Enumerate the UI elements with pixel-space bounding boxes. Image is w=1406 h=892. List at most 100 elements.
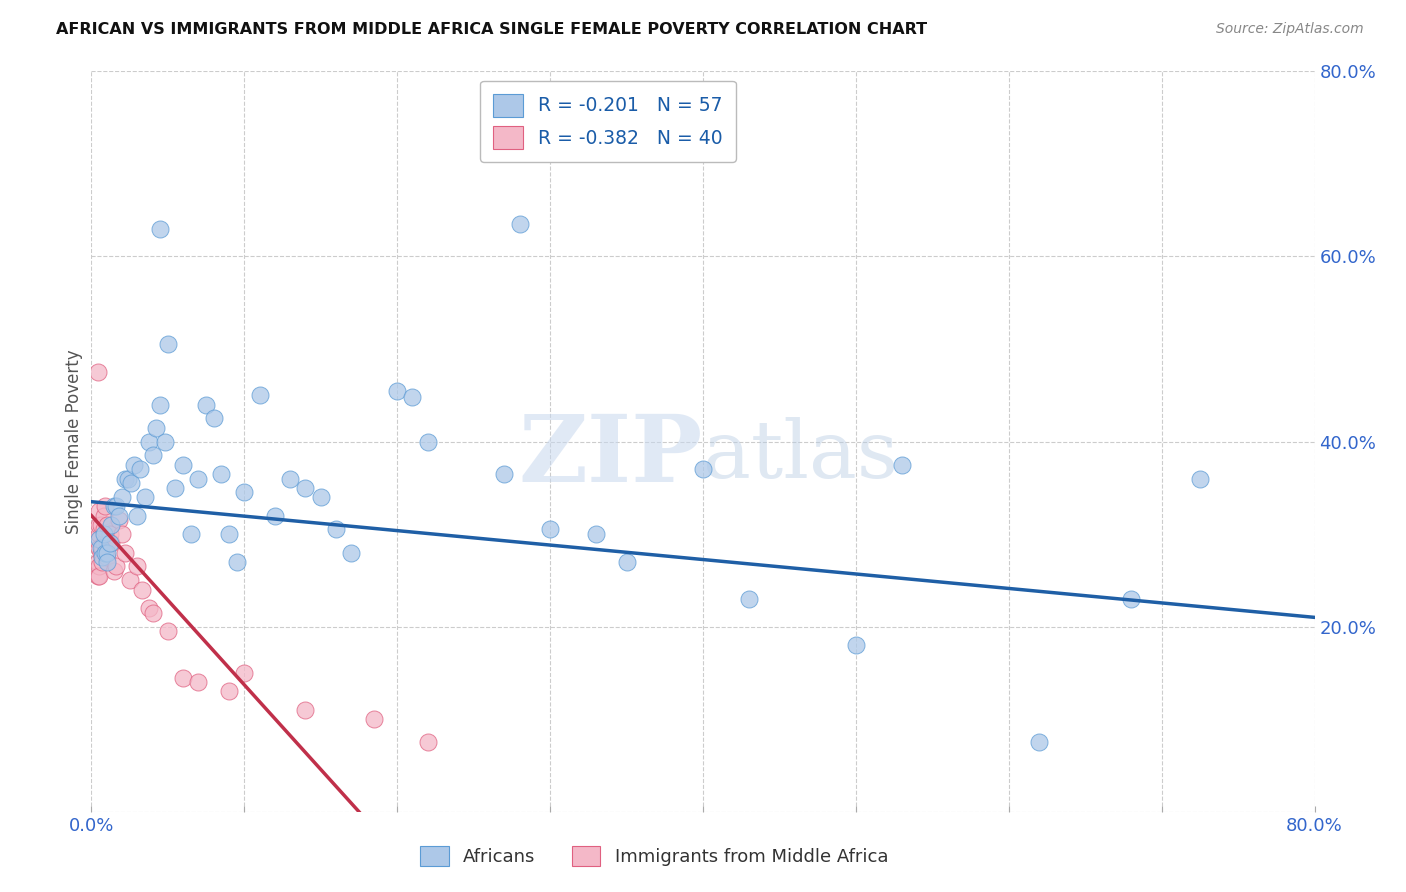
Point bbox=[416, 434, 439, 449]
Point bbox=[114, 545, 136, 560]
Text: AFRICAN VS IMMIGRANTS FROM MIDDLE AFRICA SINGLE FEMALE POVERTY CORRELATION CHART: AFRICAN VS IMMIGRANTS FROM MIDDLE AFRICA… bbox=[56, 22, 928, 37]
Point bbox=[172, 671, 194, 685]
Point bbox=[103, 500, 125, 514]
Point bbox=[233, 485, 256, 500]
Point bbox=[845, 638, 868, 652]
Point bbox=[141, 449, 163, 463]
Point bbox=[86, 568, 108, 582]
Text: ZIP: ZIP bbox=[519, 411, 703, 501]
Point bbox=[138, 601, 160, 615]
Point bbox=[585, 527, 607, 541]
Point bbox=[91, 550, 114, 565]
Point bbox=[692, 462, 714, 476]
Point bbox=[1028, 735, 1050, 749]
Y-axis label: Single Female Poverty: Single Female Poverty bbox=[65, 350, 83, 533]
Point bbox=[1188, 471, 1211, 485]
Point bbox=[86, 365, 108, 379]
Point bbox=[509, 217, 531, 231]
Point bbox=[294, 481, 316, 495]
Point bbox=[218, 684, 240, 698]
Point bbox=[117, 471, 139, 485]
Point bbox=[93, 536, 115, 550]
Point bbox=[87, 504, 110, 518]
Point bbox=[98, 536, 121, 550]
Point bbox=[91, 541, 114, 555]
Point bbox=[100, 517, 122, 532]
Point bbox=[165, 481, 187, 495]
Point bbox=[138, 434, 160, 449]
Point bbox=[91, 555, 114, 569]
Point bbox=[93, 527, 115, 541]
Point bbox=[616, 555, 638, 569]
Point bbox=[141, 606, 163, 620]
Point bbox=[209, 467, 232, 481]
Point bbox=[93, 523, 115, 537]
Point bbox=[114, 471, 136, 485]
Point bbox=[249, 388, 271, 402]
Point bbox=[111, 527, 134, 541]
Text: atlas: atlas bbox=[703, 417, 898, 495]
Point bbox=[738, 591, 761, 606]
Point bbox=[385, 384, 409, 398]
Point bbox=[96, 555, 118, 569]
Point bbox=[96, 545, 118, 560]
Point bbox=[494, 467, 516, 481]
Point bbox=[401, 390, 423, 404]
Point bbox=[90, 545, 112, 560]
Point bbox=[416, 735, 439, 749]
Point bbox=[108, 508, 131, 523]
Point bbox=[134, 490, 156, 504]
Point bbox=[180, 527, 202, 541]
Point bbox=[104, 559, 127, 574]
Point bbox=[225, 555, 247, 569]
Point bbox=[233, 665, 256, 680]
Point bbox=[90, 517, 112, 532]
Point bbox=[86, 555, 108, 569]
Point bbox=[129, 462, 152, 476]
Point bbox=[309, 490, 332, 504]
Point bbox=[96, 517, 118, 532]
Point bbox=[127, 559, 149, 574]
Point bbox=[118, 574, 141, 588]
Point bbox=[538, 523, 561, 537]
Point bbox=[202, 411, 225, 425]
Point bbox=[145, 420, 167, 434]
Point bbox=[363, 712, 385, 726]
Point bbox=[96, 550, 118, 565]
Point bbox=[94, 545, 117, 560]
Point bbox=[156, 337, 179, 351]
Point bbox=[100, 536, 122, 550]
Point bbox=[187, 471, 209, 485]
Point bbox=[325, 523, 347, 537]
Point bbox=[156, 624, 179, 639]
Point bbox=[87, 517, 110, 532]
Point bbox=[218, 527, 240, 541]
Point bbox=[84, 532, 107, 546]
Point bbox=[172, 458, 194, 472]
Point bbox=[87, 532, 110, 546]
Point bbox=[90, 541, 112, 555]
Point bbox=[294, 703, 316, 717]
Point bbox=[153, 434, 176, 449]
Point bbox=[96, 536, 118, 550]
Point bbox=[187, 675, 209, 690]
Point bbox=[108, 513, 131, 527]
Point bbox=[127, 508, 149, 523]
Text: Source: ZipAtlas.com: Source: ZipAtlas.com bbox=[1216, 22, 1364, 37]
Point bbox=[94, 500, 117, 514]
Point bbox=[149, 221, 172, 235]
Point bbox=[131, 582, 153, 597]
Legend: Africans, Immigrants from Middle Africa: Africans, Immigrants from Middle Africa bbox=[412, 838, 896, 873]
Point bbox=[122, 458, 145, 472]
Point bbox=[93, 508, 115, 523]
Point bbox=[1121, 591, 1143, 606]
Point bbox=[103, 564, 125, 578]
Point bbox=[149, 397, 172, 411]
Point bbox=[87, 527, 110, 541]
Point bbox=[120, 476, 142, 491]
Point bbox=[87, 541, 110, 555]
Point bbox=[195, 397, 218, 411]
Point bbox=[87, 568, 110, 582]
Point bbox=[98, 527, 121, 541]
Point bbox=[890, 458, 912, 472]
